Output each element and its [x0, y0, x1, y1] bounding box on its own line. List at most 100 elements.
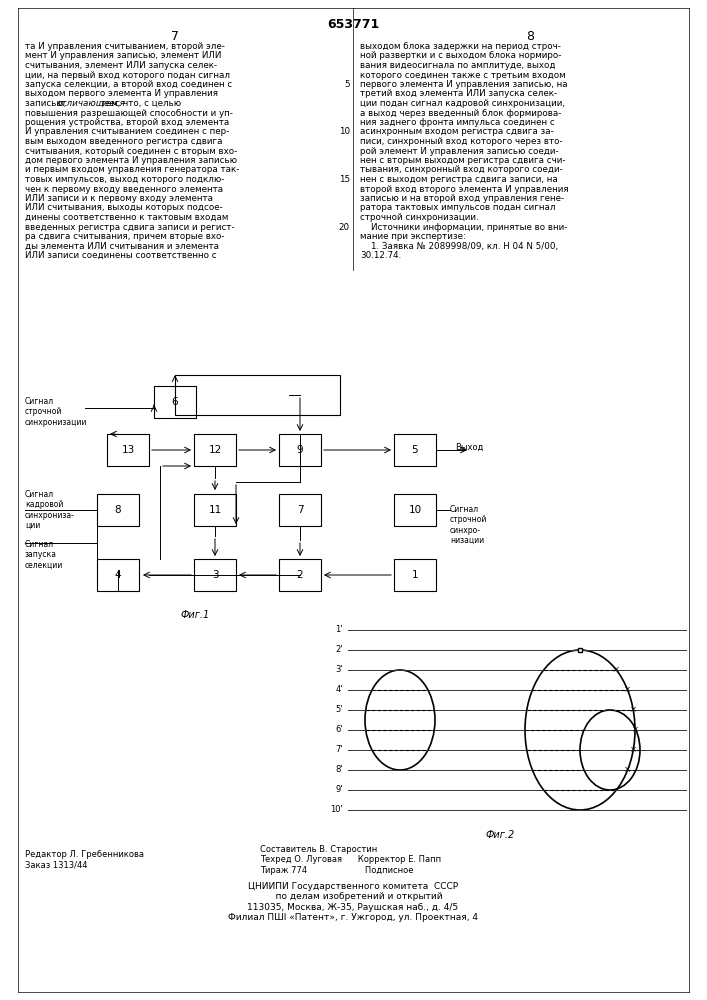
Text: выходом блока задержки на период строч-: выходом блока задержки на период строч-	[360, 42, 561, 51]
Text: строчной синхронизации.: строчной синхронизации.	[360, 213, 479, 222]
Text: ИЛИ записи соединены соответственно с: ИЛИ записи соединены соответственно с	[25, 251, 216, 260]
Text: считывания, элемент ИЛИ запуска селек-: считывания, элемент ИЛИ запуска селек-	[25, 61, 217, 70]
Bar	[279, 494, 321, 526]
Text: писи, синхронный вход которого через вто-: писи, синхронный вход которого через вто…	[360, 137, 563, 146]
Text: 5': 5'	[336, 706, 343, 714]
Text: 8: 8	[115, 505, 122, 515]
Text: 13: 13	[122, 445, 134, 455]
Text: 1: 1	[411, 570, 419, 580]
Text: Редактор Л. Гребенникова
Заказ 1313/44: Редактор Л. Гребенникова Заказ 1313/44	[25, 850, 144, 869]
Text: 3': 3'	[335, 666, 343, 674]
Text: 10: 10	[339, 127, 350, 136]
Text: чен к первому входу введенного элемента: чен к первому входу введенного элемента	[25, 184, 223, 194]
Text: товых импульсов, выход которого подклю-: товых импульсов, выход которого подклю-	[25, 175, 224, 184]
Text: 12: 12	[209, 445, 221, 455]
Text: второй вход второго элемента И управления: второй вход второго элемента И управлени…	[360, 184, 568, 194]
Bar	[97, 494, 139, 526]
Text: 6': 6'	[335, 726, 343, 734]
Text: ×: ×	[613, 666, 620, 674]
Text: 9: 9	[297, 445, 303, 455]
Bar	[107, 434, 149, 466]
Text: 9': 9'	[336, 786, 343, 794]
Text: запуска селекции, а второй вход соединен с: запуска селекции, а второй вход соединен…	[25, 80, 233, 89]
Text: 11: 11	[209, 505, 221, 515]
Bar	[194, 434, 236, 466]
Text: 3: 3	[211, 570, 218, 580]
Bar	[394, 559, 436, 591]
Bar	[97, 559, 139, 591]
Text: 10: 10	[409, 505, 421, 515]
Text: 10': 10'	[330, 806, 343, 814]
Text: 4: 4	[115, 570, 122, 580]
Text: И управления считыванием соединен с пер-: И управления считыванием соединен с пер-	[25, 127, 229, 136]
Text: 8': 8'	[335, 766, 343, 774]
Text: нен с вторым выходом регистра сдвига счи-: нен с вторым выходом регистра сдвига счи…	[360, 156, 566, 165]
Text: вым выходом введенного регистра сдвига: вым выходом введенного регистра сдвига	[25, 137, 223, 146]
Text: 7: 7	[171, 30, 179, 43]
Bar	[154, 386, 196, 418]
Text: 2: 2	[297, 570, 303, 580]
Text: которого соединен также с третьим входом: которого соединен также с третьим входом	[360, 70, 566, 80]
Bar	[279, 434, 321, 466]
Text: Фиг.2: Фиг.2	[486, 830, 515, 840]
Text: Выход: Выход	[455, 442, 484, 452]
Bar	[394, 434, 436, 466]
Bar	[194, 559, 236, 591]
Text: ×: ×	[630, 706, 637, 714]
Text: Источники информации, принятые во вни-: Источники информации, принятые во вни-	[360, 223, 568, 232]
Text: ИЛИ считывания, выходы которых подсое-: ИЛИ считывания, выходы которых подсое-	[25, 204, 223, 213]
Text: рощения устройства, второй вход элемента: рощения устройства, второй вход элемента	[25, 118, 229, 127]
Text: тем, что, с целью: тем, что, с целью	[98, 99, 182, 108]
Text: нен с выходом регистра сдвига записи, на: нен с выходом регистра сдвига записи, на	[360, 175, 558, 184]
Text: ЦНИИПИ Государственного комитета  СССР
    по делам изобретений и открытий
11303: ЦНИИПИ Государственного комитета СССР по…	[228, 882, 478, 922]
Text: 2': 2'	[336, 646, 343, 654]
Bar	[194, 494, 236, 526]
Text: выходом первого элемента И управления: выходом первого элемента И управления	[25, 90, 218, 99]
Bar	[175, 375, 340, 415]
Text: 5: 5	[344, 80, 350, 89]
Text: дом первого элемента И управления записью: дом первого элемента И управления запись…	[25, 156, 237, 165]
Text: ИЛИ записи и к первому входу элемента: ИЛИ записи и к первому входу элемента	[25, 194, 213, 203]
Text: ды элемента ИЛИ считывания и элемента: ды элемента ИЛИ считывания и элемента	[25, 241, 219, 250]
Text: повышения разрешающей способности и уп-: повышения разрешающей способности и уп-	[25, 108, 233, 117]
Bar	[394, 494, 436, 526]
Text: 30.12.74.: 30.12.74.	[360, 251, 402, 260]
Text: введенных регистра сдвига записи и регист-: введенных регистра сдвига записи и регис…	[25, 223, 235, 232]
Text: мент И управления записью, элемент ИЛИ: мент И управления записью, элемент ИЛИ	[25, 51, 221, 60]
Text: ции подан сигнал кадровой синхронизации,: ции подан сигнал кадровой синхронизации,	[360, 99, 565, 108]
Text: 8: 8	[526, 30, 534, 43]
Text: ной развертки и с выходом блока нормиро-: ной развертки и с выходом блока нормиро-	[360, 51, 561, 60]
Text: Сигнал
строчной
синхро-
низации: Сигнал строчной синхро- низации	[450, 505, 487, 545]
Text: а выход через введенный блок формирова-: а выход через введенный блок формирова-	[360, 108, 561, 117]
Text: 7': 7'	[335, 746, 343, 754]
Text: Фиг.1: Фиг.1	[180, 610, 209, 620]
Text: и первым входом управления генератора так-: и первым входом управления генератора та…	[25, 165, 240, 174]
Text: Составитель В. Старостин
Техред О. Луговая      Корректор Е. Папп
Тираж 774     : Составитель В. Старостин Техред О. Лугов…	[260, 845, 441, 875]
Text: мание при экспертизе:: мание при экспертизе:	[360, 232, 466, 241]
Text: записью,: записью,	[25, 99, 69, 108]
Text: считывания, который соединен с вторым вхо-: считывания, который соединен с вторым вх…	[25, 146, 238, 155]
Text: отличающееся: отличающееся	[57, 99, 125, 108]
Text: динены соответственно к тактовым входам: динены соответственно к тактовым входам	[25, 213, 228, 222]
Text: ×: ×	[624, 686, 631, 694]
Text: ратора тактовых импульсов подан сигнал: ратора тактовых импульсов подан сигнал	[360, 204, 556, 213]
Text: тывания, синхронный вход которого соеди-: тывания, синхронный вход которого соеди-	[360, 165, 563, 174]
Text: 1': 1'	[336, 626, 343, 635]
Text: 15: 15	[339, 175, 350, 184]
Text: Сигнал
кадровой
синхрониза-
ции: Сигнал кадровой синхрониза- ции	[25, 490, 75, 530]
Text: ния заднего фронта импульса соединен с: ния заднего фронта импульса соединен с	[360, 118, 555, 127]
Bar	[279, 559, 321, 591]
Text: ра сдвига считывания, причем вторые вхо-: ра сдвига считывания, причем вторые вхо-	[25, 232, 225, 241]
Text: вания видеосигнала по амплитуде, выход: вания видеосигнала по амплитуде, выход	[360, 61, 556, 70]
Text: 653771: 653771	[327, 18, 379, 31]
Text: асинхронным входом регистра сдвига за-: асинхронным входом регистра сдвига за-	[360, 127, 554, 136]
Text: 7: 7	[297, 505, 303, 515]
Text: 4': 4'	[336, 686, 343, 694]
Text: записью и на второй вход управления гене-: записью и на второй вход управления гене…	[360, 194, 564, 203]
Text: 20: 20	[339, 223, 350, 232]
Text: ции, на первый вход которого подан сигнал: ции, на первый вход которого подан сигна…	[25, 70, 230, 80]
Text: третий вход элемента ИЛИ запуска селек-: третий вход элемента ИЛИ запуска селек-	[360, 90, 557, 99]
Text: первого элемента И управления записью, на: первого элемента И управления записью, н…	[360, 80, 568, 89]
Text: 6: 6	[172, 397, 178, 407]
Text: та И управления считыванием, второй эле-: та И управления считыванием, второй эле-	[25, 42, 225, 51]
